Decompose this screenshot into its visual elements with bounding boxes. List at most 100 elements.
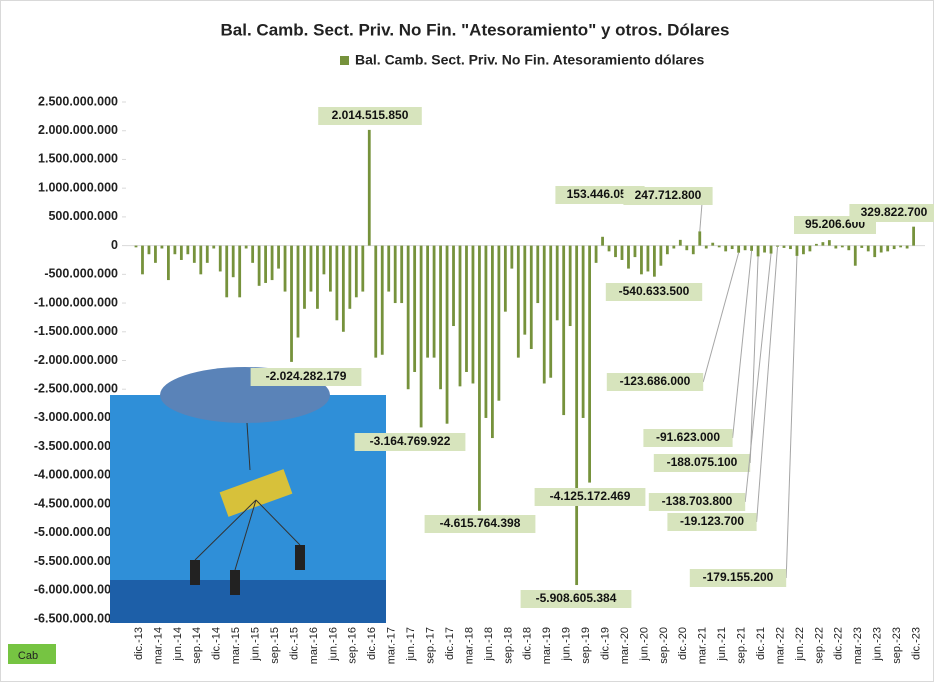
bar	[886, 245, 890, 252]
bar	[724, 245, 728, 252]
bar	[802, 245, 805, 255]
bar	[905, 245, 909, 249]
bar	[283, 245, 287, 292]
x-tick-label: dic.-19	[599, 627, 611, 660]
bar	[251, 245, 255, 263]
bar	[192, 245, 196, 263]
bar	[620, 245, 624, 260]
bar	[374, 245, 378, 358]
figure	[190, 560, 200, 585]
bar	[659, 245, 663, 266]
bar	[542, 245, 546, 384]
bar	[691, 245, 695, 255]
image-water	[110, 580, 386, 623]
x-tick-label: dic.-15	[288, 627, 300, 660]
bar	[426, 245, 429, 358]
bar	[348, 245, 352, 309]
x-tick-label: jun.-20	[638, 627, 650, 662]
value-label-box	[555, 186, 645, 204]
bar	[257, 245, 261, 286]
value-label: -4.615.764.398	[440, 516, 521, 530]
x-tick-label: mar.-20	[619, 627, 631, 664]
bar	[471, 245, 475, 384]
bar	[711, 242, 715, 246]
y-tick-label: -2.500.000.000	[34, 382, 118, 396]
x-tick-label: mar.-16	[308, 627, 320, 664]
sheet-tab-label: Cab	[18, 650, 38, 662]
value-label: 329.822.700	[861, 205, 928, 219]
legend-label: Bal. Camb. Sect. Priv. No Fin. Atesorami…	[355, 52, 705, 68]
bar	[795, 245, 799, 256]
value-label: -2.024.282.179	[266, 369, 347, 383]
x-tick-label: mar.-15	[230, 627, 242, 664]
leader-line	[785, 255, 798, 579]
bar	[685, 245, 689, 251]
bar	[717, 245, 721, 248]
bar	[154, 245, 157, 263]
bar	[167, 245, 170, 281]
bar	[627, 245, 630, 269]
inset-image	[110, 367, 386, 623]
x-tick-label: jun.-17	[405, 627, 417, 662]
bar	[419, 245, 423, 428]
bar	[763, 245, 766, 253]
bar	[607, 245, 611, 252]
bar	[322, 245, 326, 275]
x-tick-label: jun.-19	[561, 627, 573, 662]
bar	[601, 236, 604, 246]
x-tick-label: jun.-15	[250, 627, 262, 662]
rope	[246, 422, 251, 471]
bar	[341, 245, 345, 332]
bar	[646, 245, 650, 272]
bar	[361, 245, 365, 292]
x-tick-label: sep.-19	[580, 627, 592, 664]
value-label: -19.123.700	[680, 514, 744, 528]
x-tick-label: dic.-13	[133, 627, 145, 660]
x-tick-label: dic.-16	[366, 627, 378, 660]
y-tick-label: 1.000.000.000	[38, 180, 118, 194]
bar	[853, 245, 857, 266]
bar	[536, 245, 540, 304]
bar	[730, 245, 734, 250]
bar	[387, 245, 391, 292]
x-tick-label: mar.-23	[852, 627, 864, 664]
bar	[549, 245, 553, 378]
y-tick-label: -4.000.000.000	[34, 468, 118, 482]
bar	[445, 245, 449, 424]
bar	[555, 245, 559, 321]
x-tick-label: jun.-23	[872, 627, 884, 662]
bar	[834, 245, 838, 249]
bar	[277, 245, 280, 269]
bar	[633, 245, 637, 258]
value-label: -138.703.800	[662, 494, 733, 508]
x-tick-label: sep.-18	[502, 627, 514, 664]
bar	[225, 245, 229, 298]
value-label-box	[534, 488, 646, 506]
y-tick-label: -3.500.000.000	[34, 439, 118, 453]
value-label-box	[606, 373, 704, 391]
value-label-box	[849, 204, 934, 222]
x-tick-label: sep.-23	[891, 627, 903, 664]
value-label: -123.686.000	[620, 374, 691, 388]
bar	[303, 245, 306, 309]
value-label: -188.075.100	[667, 455, 738, 469]
bar	[491, 245, 494, 439]
bar	[866, 245, 870, 252]
bar	[879, 245, 883, 253]
x-tick-label: jun.-21	[716, 627, 728, 662]
x-tick-label: mar.-21	[697, 627, 709, 664]
x-tick-label: mar.-22	[774, 627, 786, 664]
bar	[497, 245, 501, 401]
leader-line	[756, 246, 779, 523]
bar	[653, 245, 656, 277]
x-tick-label: sep.-14	[191, 627, 203, 664]
x-tick-label: jun.-14	[172, 627, 184, 662]
bar	[393, 245, 397, 304]
bar	[309, 245, 313, 292]
bar	[847, 245, 851, 251]
y-tick-label: -3.000.000.000	[34, 410, 118, 424]
bar	[465, 245, 468, 372]
value-label: 247.712.800	[635, 188, 702, 202]
